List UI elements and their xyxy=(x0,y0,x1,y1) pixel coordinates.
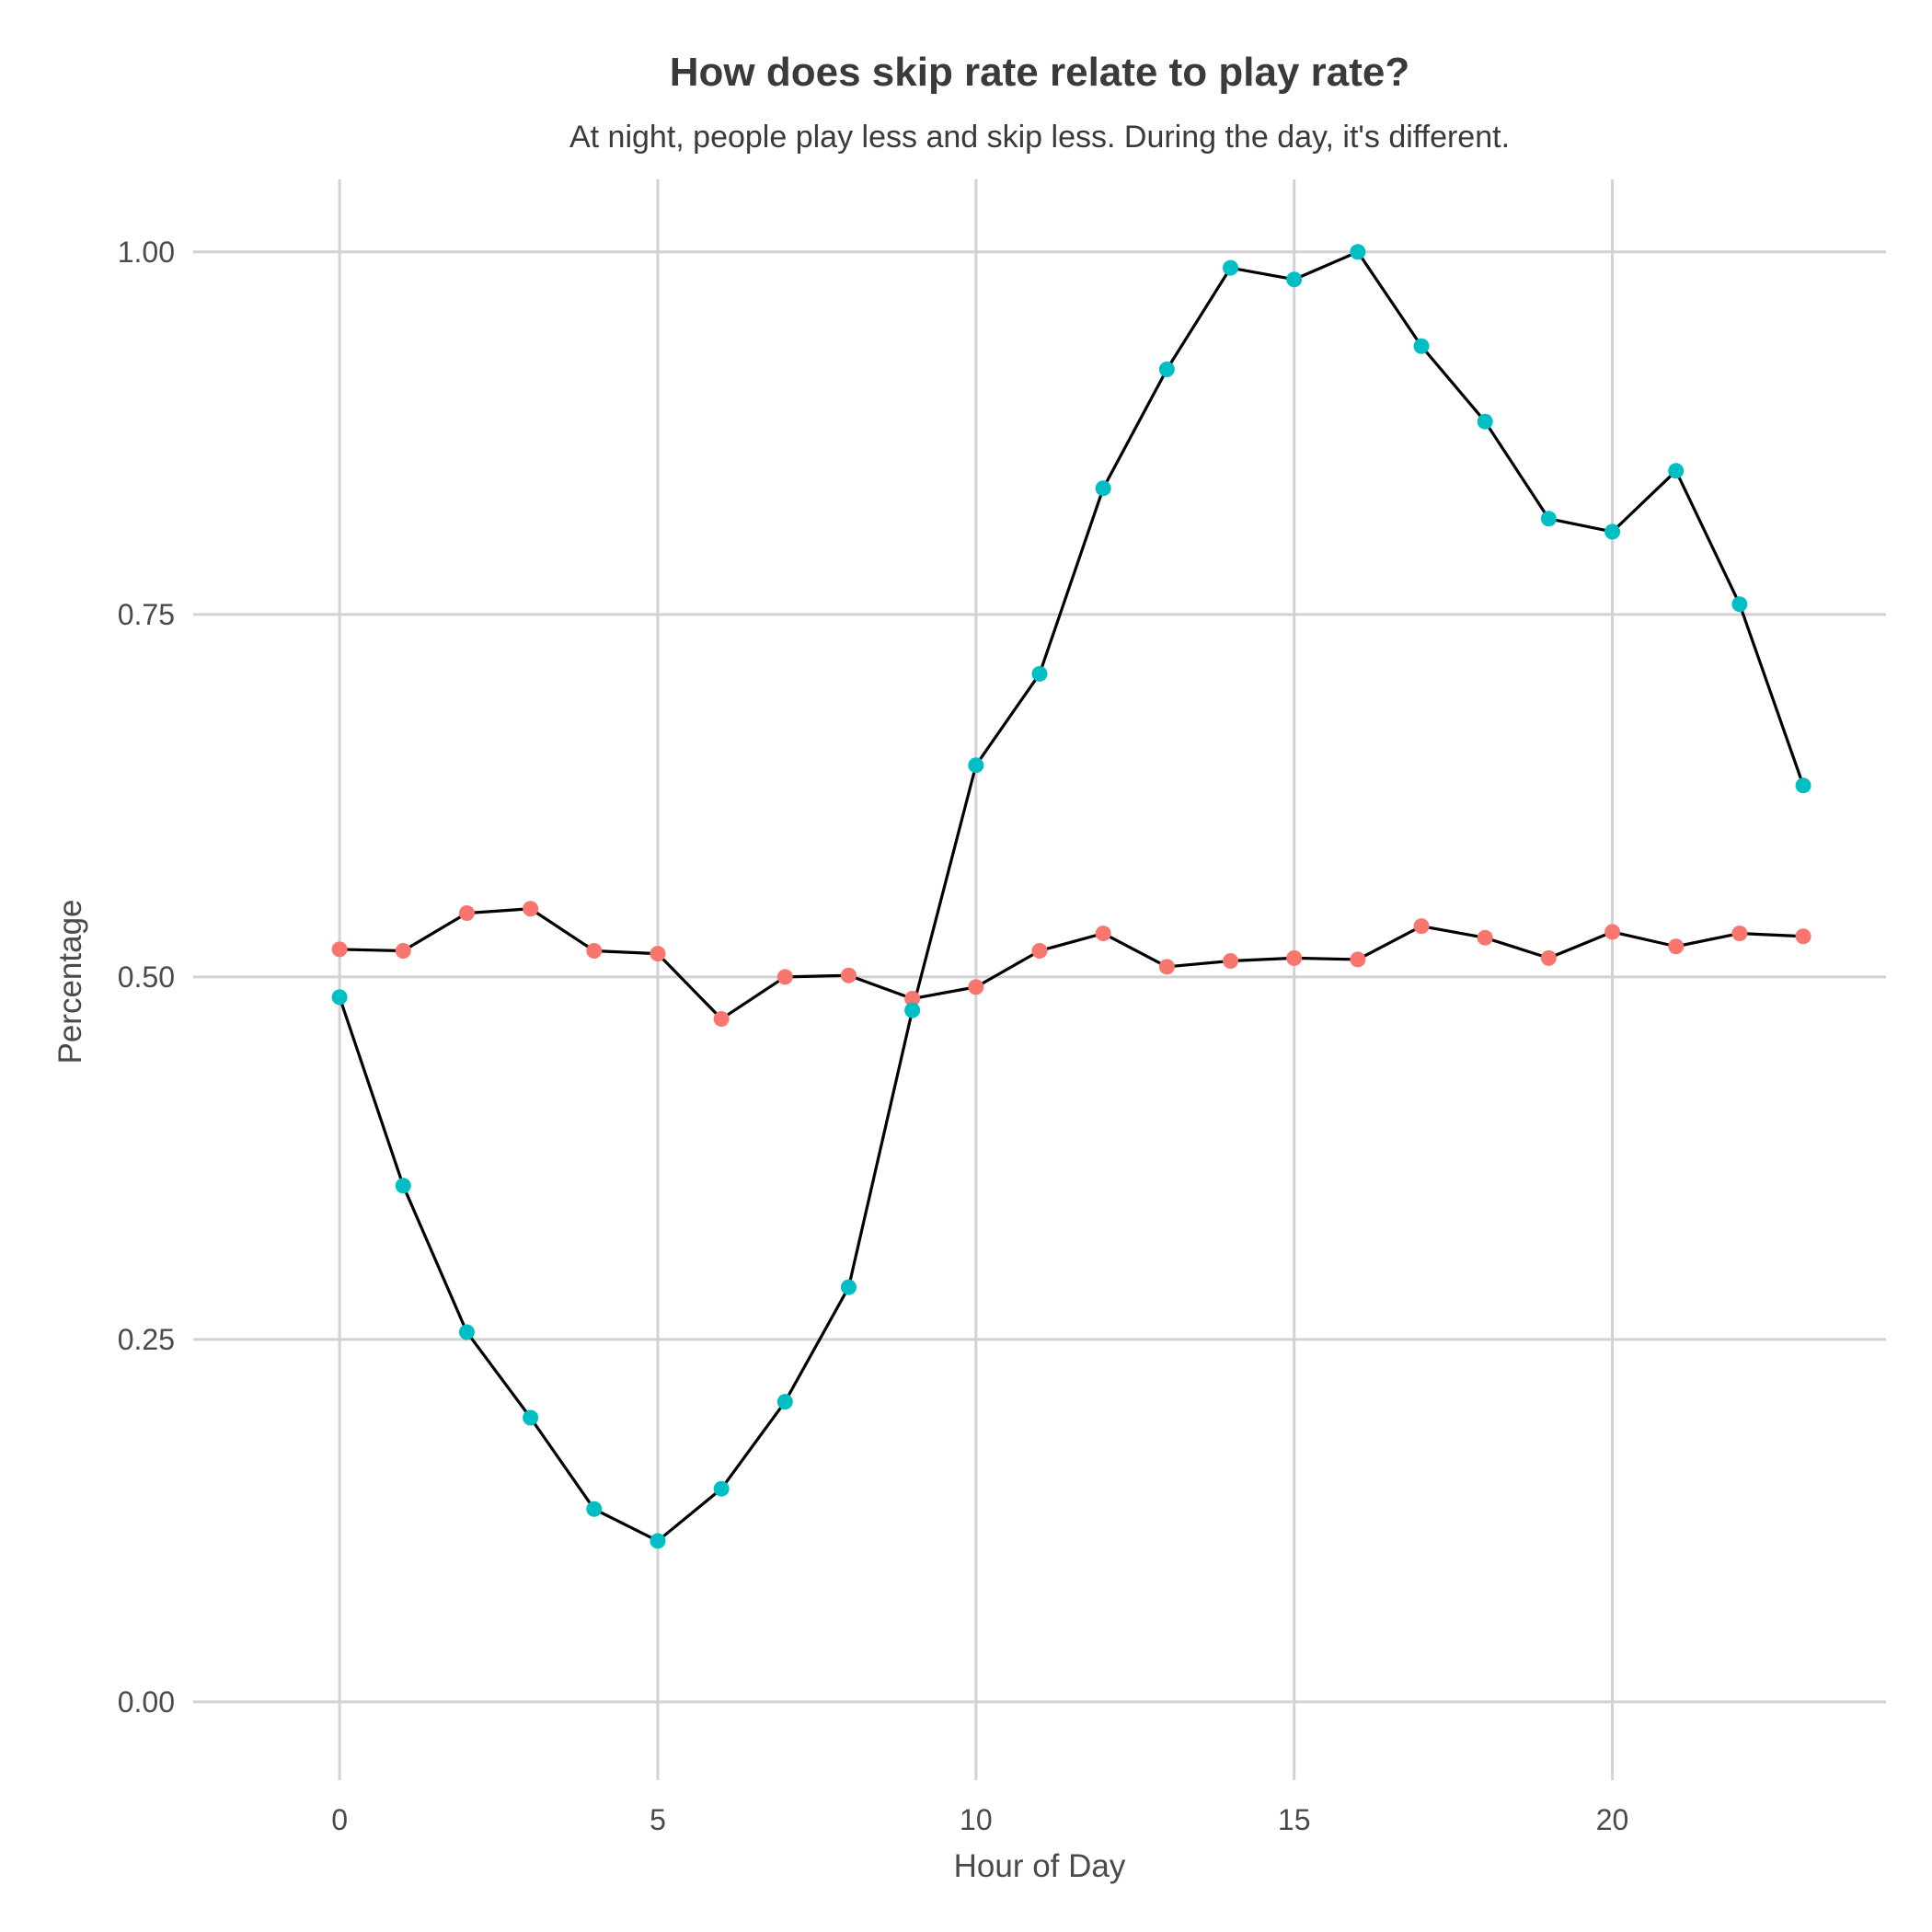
data-point xyxy=(968,757,984,774)
x-tick-label: 20 xyxy=(1596,1803,1629,1836)
data-point xyxy=(650,1533,666,1549)
x-tick-label: 5 xyxy=(650,1803,666,1836)
data-point xyxy=(523,901,539,917)
data-point xyxy=(458,1324,475,1340)
data-point xyxy=(1668,463,1685,479)
data-point xyxy=(1158,361,1175,377)
data-point xyxy=(331,989,348,1006)
series-points-1 xyxy=(331,901,1811,1028)
data-point xyxy=(904,1002,921,1018)
data-point xyxy=(1350,244,1366,260)
data-point xyxy=(1477,413,1493,430)
x-tick-label: 0 xyxy=(331,1803,348,1836)
data-point xyxy=(904,990,921,1006)
data-point xyxy=(1540,949,1557,966)
y-tick-label: 0.75 xyxy=(118,598,175,631)
data-point xyxy=(713,1011,730,1028)
series-points-2 xyxy=(331,244,1811,1549)
data-point xyxy=(395,942,411,959)
data-point xyxy=(1223,259,1239,276)
data-point xyxy=(1223,953,1239,970)
data-point xyxy=(1795,928,1811,945)
data-point xyxy=(1095,480,1111,497)
data-point xyxy=(523,1409,539,1426)
data-point xyxy=(1413,918,1430,935)
data-point xyxy=(840,1279,857,1295)
axis-ticks: 0 5 10 15 20 0.00 0.25 0.50 0.75 1.00 xyxy=(118,236,1629,1836)
data-point xyxy=(1540,511,1557,527)
data-point xyxy=(1604,523,1621,540)
x-tick-label: 10 xyxy=(960,1803,993,1836)
data-series xyxy=(331,244,1811,1549)
data-point xyxy=(331,941,348,958)
data-point xyxy=(1286,271,1303,288)
y-axis-label: Percentage xyxy=(52,899,88,1064)
y-tick-label: 0.50 xyxy=(118,960,175,994)
data-point xyxy=(586,942,603,959)
data-point xyxy=(1731,596,1748,613)
data-point xyxy=(1095,926,1111,942)
data-point xyxy=(713,1480,730,1497)
data-point xyxy=(1731,926,1748,942)
data-point xyxy=(1158,959,1175,975)
x-tick-label: 15 xyxy=(1278,1803,1311,1836)
data-point xyxy=(650,946,666,962)
data-point xyxy=(1668,938,1685,955)
data-point xyxy=(1031,942,1048,959)
data-point xyxy=(1286,949,1303,966)
grid-lines xyxy=(193,179,1886,1780)
series-line-1 xyxy=(339,907,1804,1021)
data-point xyxy=(968,979,984,995)
data-point xyxy=(1413,338,1430,354)
y-tick-label: 1.00 xyxy=(118,236,175,269)
data-point xyxy=(395,1178,411,1194)
x-axis-label: Hour of Day xyxy=(954,1848,1126,1884)
data-point xyxy=(840,967,857,983)
data-point xyxy=(776,1394,793,1410)
y-tick-label: 0.00 xyxy=(118,1685,175,1719)
data-point xyxy=(776,969,793,985)
data-point xyxy=(1604,924,1621,940)
chart-subtitle: At night, people play less and skip less… xyxy=(569,120,1510,155)
data-point xyxy=(1477,929,1493,946)
data-point xyxy=(458,905,475,921)
series-line-2 xyxy=(338,250,1805,1543)
chart-title: How does skip rate relate to play rate? xyxy=(670,50,1409,95)
y-tick-label: 0.25 xyxy=(118,1323,175,1356)
data-point xyxy=(1031,665,1048,682)
data-point xyxy=(1795,777,1811,794)
data-point xyxy=(1350,951,1366,968)
data-point xyxy=(586,1501,603,1517)
